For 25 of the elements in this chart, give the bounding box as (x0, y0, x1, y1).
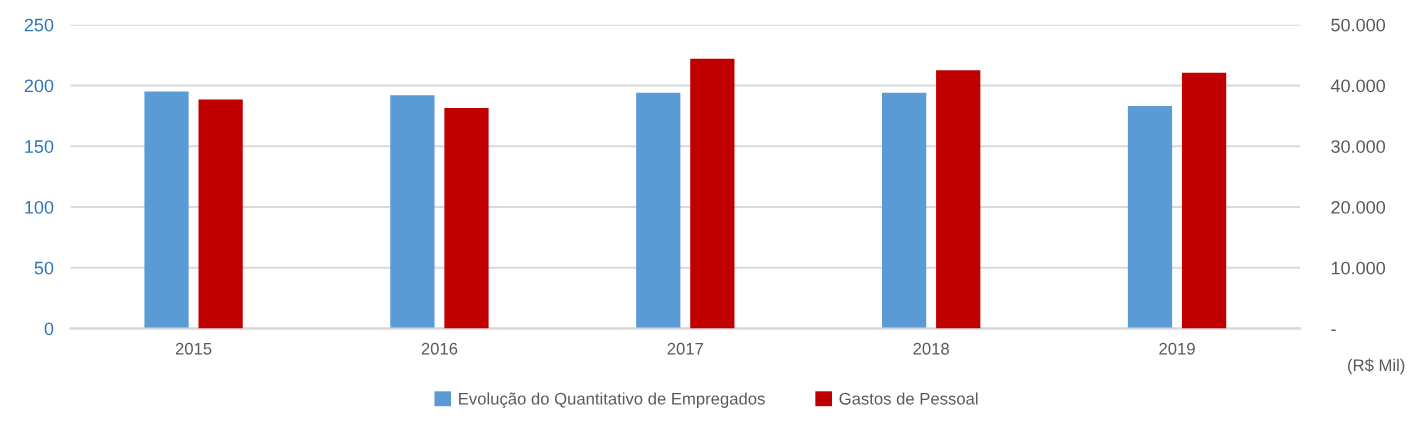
x-tick-label: 2015 (175, 342, 212, 355)
y-tick-label: 0 (44, 322, 54, 336)
bar (690, 58, 735, 329)
y2-tick-label: 40.000 (1330, 79, 1386, 93)
x-tick-label: 2016 (421, 342, 458, 355)
y-tick-label: 200 (24, 79, 54, 93)
bar (936, 70, 981, 329)
y-tick-label: 150 (25, 140, 54, 153)
legend-label: Evolução do Quantitativo de Empregados (459, 392, 765, 408)
legend-label: Gastos de Pessoal (839, 392, 978, 405)
bar (198, 99, 243, 329)
y2-axis-title: (R$ Mil) (1348, 358, 1405, 375)
y2-tick-label: 20.000 (1331, 200, 1386, 214)
y-tick-label: 50 (34, 261, 54, 275)
y-tick-label: 100 (25, 200, 54, 214)
y2-tick-label: 30.000 (1331, 140, 1386, 153)
x-tick-label: 2017 (667, 342, 704, 355)
y2-tick-label: 50.000 (1331, 18, 1386, 32)
y2-tick-label: 10.000 (1331, 261, 1386, 275)
x-tick-label: 2018 (913, 342, 949, 355)
y2-tick-label: - (1331, 329, 1336, 331)
bar (444, 107, 489, 329)
bar (1181, 72, 1227, 329)
y-tick-label: 250 (24, 18, 54, 32)
x-tick-label: 2019 (1159, 342, 1195, 355)
